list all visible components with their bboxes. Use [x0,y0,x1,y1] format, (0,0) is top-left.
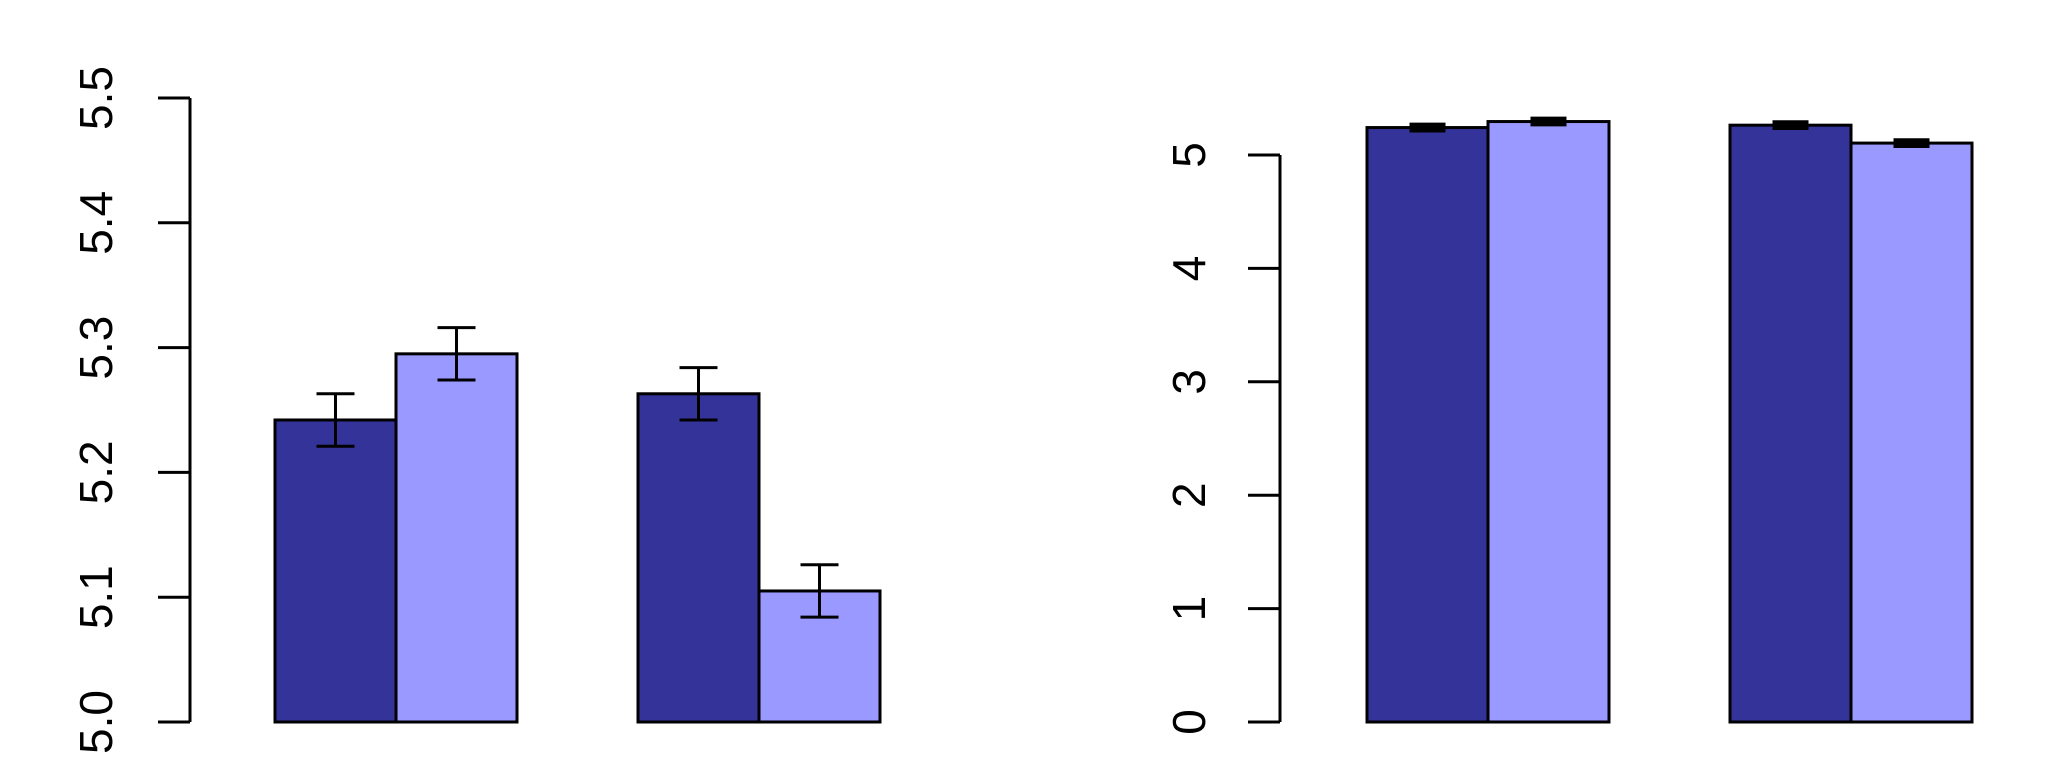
y-tick-label: 2 [1163,482,1215,508]
left-bar-chart: 5.0 5.1 5.2 5.3 5.4 5.5 [70,66,882,754]
y-tick-label: 1 [1163,596,1215,622]
error-bar-group-1-series-1 [1409,122,1446,133]
y-tick-label: 5.5 [70,66,122,130]
error-bar-group-1-series-2 [1530,116,1567,127]
y-tick-label: 5.1 [70,565,122,629]
y-tick-label: 4 [1163,256,1215,282]
error-bar-group-2-series-1 [679,366,718,422]
bar-group-2-series-2 [757,589,882,724]
right-bar-chart: 0 1 2 3 4 5 [1163,116,1974,735]
bar-group-2-series-1 [636,392,761,724]
y-tick-label: 5 [1163,142,1215,168]
error-bar-group-1-series-1 [316,392,355,448]
y-tick-label: 5.2 [70,440,122,504]
y-tick-label: 5.0 [70,690,122,754]
bar-group-1-series-2 [394,352,519,724]
y-tick-label: 5.3 [70,316,122,380]
bar-group-1-series-2 [1486,120,1611,724]
bar-group-1-series-1 [273,418,398,724]
y-tick-label: 5.4 [70,191,122,255]
y-tick-label: 0 [1163,709,1215,735]
bar-group-2-series-2 [1849,141,1974,724]
error-bar-group-1-series-2 [437,326,476,382]
y-tick-label: 3 [1163,369,1215,395]
bar-group-1-series-1 [1365,126,1490,724]
error-bar-group-2-series-2 [1893,138,1930,148]
error-bar-group-2-series-2 [800,563,839,619]
error-bar-group-2-series-1 [1772,120,1809,131]
bar-group-2-series-1 [1728,123,1853,724]
